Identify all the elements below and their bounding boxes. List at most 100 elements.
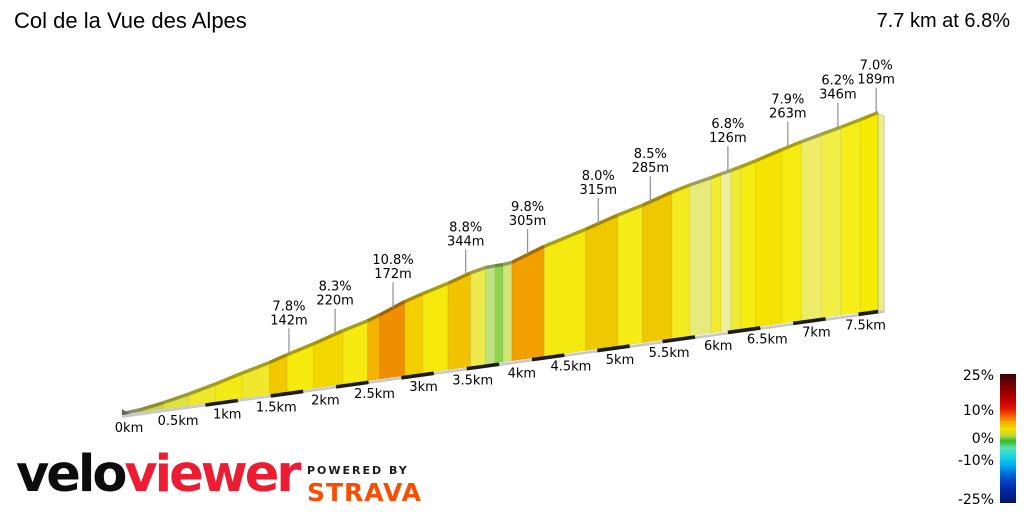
profile-top-edge	[543, 227, 587, 248]
profile-segment	[502, 263, 513, 363]
climb-summary: 7.7 km at 6.8%	[876, 10, 1010, 32]
profile-top-edge	[342, 319, 369, 333]
x-axis-tick-label: 7.5km	[845, 319, 886, 334]
marker-elevation-label: 305m	[509, 214, 546, 229]
x-axis-tick-label: 5.5km	[649, 346, 690, 361]
profile-segment	[730, 167, 741, 331]
profile-top-edge	[494, 262, 504, 268]
profile-segment	[543, 230, 586, 357]
profile-top-edge	[641, 190, 673, 207]
profile-segment	[860, 113, 879, 313]
profile-top-edge	[188, 382, 216, 396]
x-axis-tick-label: 5km	[606, 353, 634, 368]
profile-segment	[494, 265, 504, 364]
profile-top-edge	[312, 329, 344, 346]
profile-top-edge	[162, 392, 190, 405]
x-axis-tick-label: 4.5km	[550, 360, 591, 375]
x-axis-tick-label: 6km	[704, 339, 732, 354]
marker-elevation-label: 172m	[374, 267, 411, 282]
x-axis-tick-label: 6.5km	[747, 332, 788, 347]
strava-attribution: POWERED BY STRAVA	[307, 464, 422, 507]
profile-end-cap	[877, 113, 885, 313]
x-axis-tick-label: 7km	[802, 326, 830, 341]
gradient-legend-bar	[1000, 374, 1016, 503]
profile-top-edge	[447, 271, 472, 285]
legend-tick-label: 25%	[962, 367, 994, 384]
profile-segment	[710, 174, 722, 334]
x-axis-tick-label: 0.5km	[158, 414, 199, 429]
x-axis-ruler-dash	[466, 362, 500, 371]
profile-top-edge	[840, 117, 862, 129]
marker-elevation-label: 344m	[447, 235, 484, 250]
profile-segment	[740, 161, 756, 330]
legend-tick-label: 0%	[971, 430, 994, 447]
profile-top-edge	[781, 140, 803, 152]
x-axis-tick-label: 3km	[409, 380, 437, 395]
marker-gradient-label: 10.8%	[372, 253, 413, 268]
marker-gradient-label: 7.8%	[272, 299, 305, 314]
veloviewer-logo: veloviewer	[16, 449, 302, 500]
profile-top-edge	[139, 401, 164, 412]
profile-top-edge	[485, 264, 496, 270]
powered-by-label: POWERED BY	[307, 464, 409, 477]
marker-gradient-label: 7.9%	[771, 93, 804, 108]
profile-segment	[642, 192, 673, 344]
marker-gradient-label: 6.2%	[821, 74, 854, 89]
marker-gradient-label: 8.3%	[319, 280, 352, 295]
marker-elevation-label: 346m	[819, 88, 856, 103]
profile-segment	[781, 142, 802, 324]
profile-segment	[755, 150, 783, 328]
profile-segment	[367, 316, 380, 382]
profile-top-edge	[740, 159, 757, 169]
x-axis-ruler-dash	[531, 353, 565, 362]
profile-top-edge	[584, 213, 619, 231]
x-axis-tick-label: 4km	[508, 366, 536, 381]
profile-segment	[617, 206, 643, 347]
marker-elevation-label: 142m	[270, 313, 307, 328]
profile-top-edge	[378, 300, 406, 317]
x-axis-ruler-dash	[597, 344, 630, 353]
x-axis-tick-label: 1.5km	[256, 401, 297, 416]
profile-top-edge	[671, 183, 691, 194]
profile-start-tip	[122, 409, 129, 415]
x-axis-ruler-dash	[335, 380, 369, 389]
marker-elevation-label: 220m	[316, 294, 353, 309]
profile-top-edge	[502, 260, 513, 267]
profile-top-edge	[241, 360, 270, 375]
profile-segment	[689, 178, 712, 337]
x-axis-ruler-dash	[662, 335, 696, 344]
profile-segment	[422, 284, 449, 374]
profile-top-edge	[710, 172, 722, 180]
profile-segment	[485, 266, 496, 365]
profile-segment	[671, 186, 690, 339]
legend-tick-label: -10%	[957, 452, 994, 469]
profile-top-edge	[366, 313, 381, 323]
profile-top-edge	[800, 132, 822, 144]
marker-gradient-label: 8.5%	[634, 147, 667, 162]
strava-logo: STRAVA	[307, 478, 422, 507]
profile-segment	[840, 120, 861, 316]
marker-gradient-label: 8.0%	[582, 169, 615, 184]
page-title: Col de la Vue des Alpes	[14, 8, 247, 33]
x-axis-ruler-dash	[205, 398, 239, 407]
profile-segment	[404, 294, 423, 377]
profile-top-edge	[617, 203, 644, 217]
x-axis-ruler-dash	[401, 371, 435, 380]
profile-top-edge	[730, 165, 742, 173]
x-axis-ruler-dash	[858, 309, 879, 317]
marker-elevation-label: 126m	[709, 131, 746, 146]
marker-gradient-label: 6.8%	[711, 117, 744, 132]
marker-gradient-label: 7.0%	[860, 59, 893, 74]
x-axis-tick-label: 1km	[213, 407, 241, 422]
profile-segment	[511, 247, 545, 362]
profile-top-edge	[754, 148, 783, 163]
marker-elevation-label: 285m	[632, 161, 669, 176]
profile-top-edge	[404, 292, 424, 304]
profile-segment	[585, 215, 619, 351]
x-axis-tick-label: 0km	[115, 421, 143, 436]
x-axis-tick-label: 3.5km	[452, 373, 493, 388]
x-axis-ruler-dash	[270, 389, 304, 398]
marker-elevation-label: 263m	[769, 107, 806, 122]
